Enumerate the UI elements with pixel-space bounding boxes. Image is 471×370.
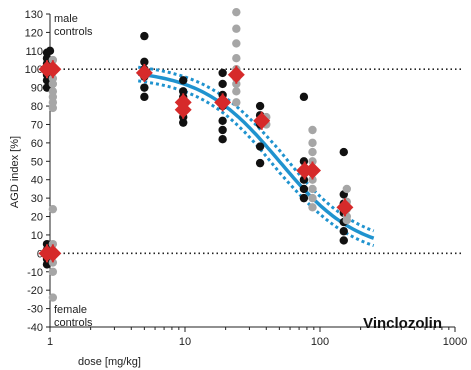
y-tick-label: 120 — [25, 27, 43, 39]
black-data-point — [218, 116, 227, 125]
grey-data-point — [48, 258, 58, 267]
female-controls-label: female controls — [54, 304, 93, 329]
y-tick-label: 30 — [31, 193, 43, 205]
y-tick-label: -10 — [27, 267, 43, 279]
black-data-point — [218, 68, 227, 78]
black-data-point — [140, 92, 149, 102]
y-tick-label: 70 — [31, 119, 43, 131]
black-data-point — [140, 57, 149, 67]
grey-data-point — [342, 184, 352, 194]
y-tick-label: 130 — [25, 9, 43, 21]
grey-data-point — [308, 125, 317, 135]
grey-data-point — [48, 239, 58, 249]
mean-point — [214, 93, 232, 111]
x-tick-label: 1000 — [443, 336, 467, 348]
black-data-point — [179, 118, 188, 127]
grey-data-point — [48, 103, 58, 113]
black-data-point — [339, 227, 348, 236]
grey-data-point — [342, 216, 352, 225]
y-tick-label: 80 — [31, 101, 43, 113]
x-axis-tick-labels: 1 10 100 1000 — [47, 336, 467, 348]
mean-point — [174, 101, 192, 119]
grey-data-point — [308, 203, 317, 212]
grey-data-point — [232, 87, 241, 96]
mean-point — [304, 162, 321, 179]
mean-point — [336, 198, 354, 216]
black-data-point — [255, 158, 265, 168]
grey-data-point — [232, 39, 241, 48]
y-tick-label: -20 — [27, 285, 43, 297]
grey-data-point — [308, 157, 317, 166]
black-data-point — [299, 92, 309, 102]
black-data-point — [140, 31, 149, 41]
y-tick-label: 50 — [31, 156, 43, 168]
grey-data-point — [308, 147, 317, 157]
black-data-point — [218, 135, 227, 144]
y-tick-label: 100 — [25, 64, 43, 76]
black-data-point — [299, 184, 309, 194]
black-data-point — [339, 147, 348, 157]
y-tick-label: 20 — [31, 212, 43, 224]
grey-data-point — [232, 24, 241, 33]
reference-lines — [50, 68, 463, 255]
black-data-point — [179, 76, 188, 85]
mean-point — [227, 66, 245, 84]
grey-data-point — [48, 293, 58, 302]
axes — [46, 13, 456, 332]
grey-data-point — [308, 184, 317, 194]
grey-data-point — [48, 267, 58, 276]
grey-data-point — [232, 7, 241, 17]
y-tick-label: 110 — [25, 46, 43, 58]
black-data-point — [218, 79, 227, 89]
fit-curve — [138, 72, 375, 240]
data-points — [38, 7, 354, 302]
grey-data-point — [232, 53, 241, 63]
black-data-point — [140, 83, 149, 92]
black-data-point — [299, 193, 309, 203]
x-axis-label: dose [mg/kg] — [78, 356, 141, 368]
fit-curve-group — [137, 65, 375, 248]
y-axis-label: AGD index [%] — [9, 136, 21, 208]
x-tick-label: 10 — [179, 336, 191, 348]
black-data-point — [218, 125, 227, 135]
y-tick-label: 10 — [31, 230, 43, 242]
y-tick-label: 40 — [31, 175, 43, 187]
grey-data-point — [308, 175, 317, 184]
x-tick-label: 100 — [311, 336, 329, 348]
mean-point — [253, 112, 271, 130]
grey-data-point — [48, 204, 58, 214]
grey-data-point — [48, 55, 58, 65]
y-axis-tick-labels: 1301201101009080706050403020100-10-20-30… — [25, 9, 43, 334]
grey-data-point — [308, 193, 317, 203]
black-data-point — [339, 236, 348, 245]
y-tick-label: -30 — [27, 304, 43, 316]
black-data-point — [255, 101, 265, 111]
y-tick-label: 90 — [31, 83, 43, 95]
y-tick-label: -40 — [27, 322, 43, 334]
y-tick-label: 60 — [31, 138, 43, 150]
grey-data-point — [232, 98, 241, 107]
mean-point — [135, 64, 153, 82]
x-tick-label: 1 — [47, 336, 53, 348]
grey-data-point — [48, 79, 58, 89]
grey-data-point — [232, 79, 241, 89]
male-controls-label: male controls — [54, 13, 93, 38]
grey-data-point — [308, 138, 317, 148]
black-data-point — [45, 46, 55, 56]
chart-title: Vinclozolin — [363, 315, 442, 332]
black-data-point — [255, 142, 265, 151]
